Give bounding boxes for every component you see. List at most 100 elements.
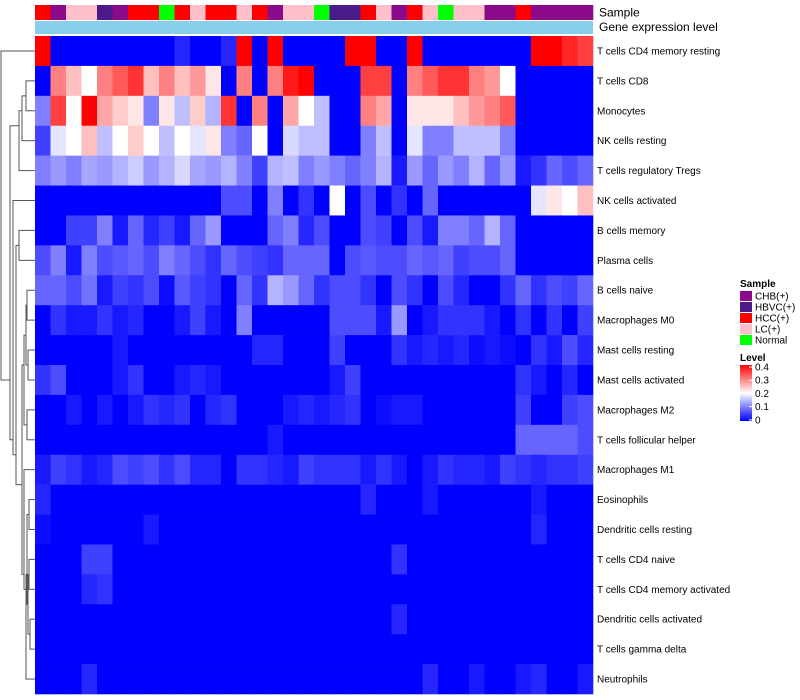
heatmap-cell xyxy=(484,215,501,246)
heatmap-cell xyxy=(515,305,532,336)
heatmap-cell xyxy=(360,215,377,246)
sample-legend-swatch xyxy=(740,291,752,301)
heatmap-cell xyxy=(345,664,361,695)
heatmap-cell xyxy=(515,424,532,456)
heatmap-cell xyxy=(283,604,299,635)
heatmap-cell xyxy=(407,394,423,426)
heatmap-cell xyxy=(531,215,547,246)
heatmap-cell xyxy=(453,424,470,456)
dendrogram-branch xyxy=(29,618,31,650)
heatmap-cell xyxy=(345,275,361,306)
heatmap-cell xyxy=(422,275,439,306)
heatmap-cell xyxy=(205,544,222,575)
heatmap-cell xyxy=(267,424,284,456)
heatmap-cell xyxy=(531,514,547,545)
heatmap-cell xyxy=(97,215,113,246)
heatmap-cell xyxy=(97,125,113,156)
heatmap-cell xyxy=(298,544,315,575)
heatmap-cell xyxy=(283,245,299,276)
heatmap-cell xyxy=(407,275,423,306)
heatmap-cell xyxy=(484,544,501,575)
row-label: Macrophages M1 xyxy=(597,465,675,476)
heatmap-cell xyxy=(128,604,144,635)
heatmap-cell xyxy=(531,574,547,605)
heatmap-cell xyxy=(236,365,253,396)
heatmap-cell xyxy=(97,305,113,336)
heatmap-cell xyxy=(190,185,206,216)
heatmap-cell xyxy=(391,335,408,366)
heatmap-cell xyxy=(469,155,485,186)
heatmap-cell xyxy=(329,95,346,127)
heatmap-cell xyxy=(469,65,485,97)
heatmap-cell xyxy=(376,634,392,665)
heatmap-cell xyxy=(345,215,361,246)
heatmap-cell xyxy=(50,305,67,336)
heatmap-cell xyxy=(81,574,98,605)
heatmap-cell xyxy=(422,185,439,216)
heatmap-cell xyxy=(221,275,237,306)
heatmap-cell xyxy=(159,604,175,635)
heatmap-cell xyxy=(267,95,284,127)
heatmap-cell xyxy=(128,454,144,485)
heatmap-cell xyxy=(500,95,516,127)
heatmap-cell xyxy=(97,365,113,396)
heatmap-cell xyxy=(298,305,315,336)
heatmap-cell xyxy=(112,335,129,366)
heatmap-cell xyxy=(546,514,563,545)
heatmap-cell xyxy=(283,185,299,216)
heatmap-cell xyxy=(329,424,346,456)
dendrogram-branch xyxy=(12,200,16,456)
heatmap-cell xyxy=(453,574,470,605)
heatmap-cell xyxy=(407,574,423,605)
sample-annotation-cell xyxy=(484,5,501,20)
sample-annotation-cell xyxy=(159,5,175,20)
heatmap-cell xyxy=(562,275,578,306)
heatmap-cell xyxy=(438,574,454,605)
heatmap-cell xyxy=(174,634,191,665)
heatmap-cell xyxy=(35,424,51,456)
heatmap-cell xyxy=(329,155,346,186)
heatmap-cell xyxy=(236,634,253,665)
heatmap-cell xyxy=(159,95,175,127)
heatmap-cell xyxy=(159,634,175,665)
heatmap-cell xyxy=(407,36,423,67)
heatmap-cell xyxy=(190,215,206,246)
heatmap-cell xyxy=(112,155,129,186)
heatmap-cell xyxy=(236,424,253,456)
heatmap-cell xyxy=(407,484,423,515)
heatmap-cell xyxy=(174,36,191,67)
heatmap-cell xyxy=(50,335,67,366)
heatmap-cell xyxy=(469,604,485,635)
heatmap-cell xyxy=(128,275,144,306)
heatmap-cell xyxy=(500,275,516,306)
heatmap-cell xyxy=(35,574,51,605)
heatmap-cell xyxy=(283,335,299,366)
heatmap-cell xyxy=(515,155,532,186)
heatmap-cell xyxy=(35,36,51,67)
level-tick-label: 0.1 xyxy=(755,402,769,413)
heatmap-cell xyxy=(577,125,594,156)
heatmap-cell xyxy=(81,335,98,366)
heatmap-cell xyxy=(314,65,330,97)
heatmap-cell xyxy=(112,65,129,97)
heatmap-cell xyxy=(500,335,516,366)
heatmap-cell xyxy=(438,215,454,246)
heatmap-cell xyxy=(438,514,454,545)
row-label: Macrophages M2 xyxy=(597,405,675,416)
heatmap-cell xyxy=(221,185,237,216)
heatmap-cell xyxy=(50,484,67,515)
sample-annotation-cell xyxy=(407,5,423,20)
row-label: T cells follicular helper xyxy=(597,435,696,446)
heatmap-cell xyxy=(453,365,470,396)
heatmap-cell xyxy=(128,185,144,216)
heatmap-cell xyxy=(35,275,51,306)
row-label: NK cells activated xyxy=(597,196,676,207)
heatmap-cell xyxy=(267,365,284,396)
heatmap-cell xyxy=(174,125,191,156)
heatmap-cell xyxy=(577,394,594,426)
heatmap-cell xyxy=(407,305,423,336)
heatmap-cell xyxy=(143,365,160,396)
heatmap-cell xyxy=(112,484,129,515)
heatmap-cell xyxy=(66,634,82,665)
heatmap-cell xyxy=(81,514,98,545)
